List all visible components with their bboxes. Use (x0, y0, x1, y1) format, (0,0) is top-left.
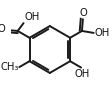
Text: O: O (0, 24, 5, 34)
Text: O: O (80, 8, 87, 18)
Text: OH: OH (74, 69, 90, 79)
Text: CH₃: CH₃ (0, 62, 18, 72)
Text: OH: OH (95, 28, 110, 38)
Text: OH: OH (25, 12, 40, 22)
